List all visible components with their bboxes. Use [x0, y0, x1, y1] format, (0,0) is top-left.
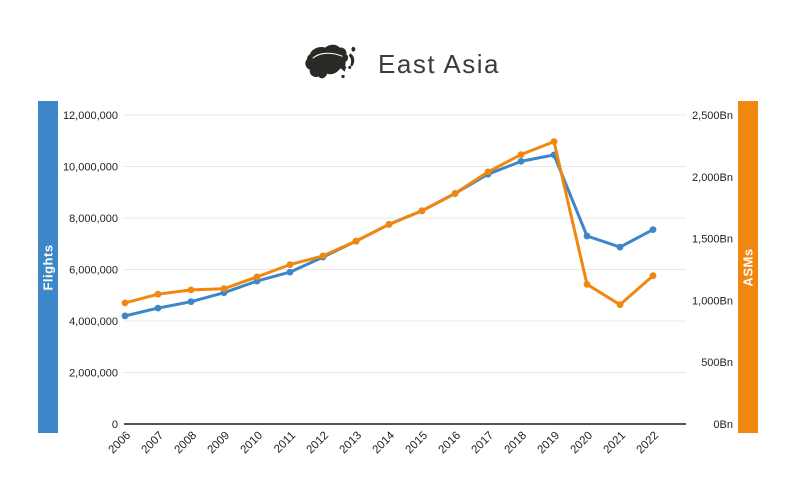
- data-point-flights-2006[interactable]: [121, 312, 129, 320]
- chart-header: East Asia: [0, 34, 800, 94]
- x-axis-year-label: 2016: [437, 430, 464, 457]
- x-axis-year-label: 2012: [305, 430, 332, 457]
- east-asia-map-icon: [305, 44, 356, 79]
- left-axis-tick: 2,000,000: [69, 368, 118, 380]
- data-point-asms-2009[interactable]: [220, 285, 228, 293]
- data-point-asms-2019[interactable]: [550, 138, 558, 146]
- left-axis-tick: 8,000,000: [69, 213, 118, 225]
- x-axis-year-label: 2020: [569, 430, 596, 457]
- left-axis-tick: 10,000,000: [63, 162, 118, 174]
- data-point-asms-2017[interactable]: [484, 168, 492, 176]
- x-axis-year-label: 2015: [404, 430, 431, 457]
- right-axis-tick: 0Bn: [713, 419, 733, 431]
- x-axis-year-label: 2014: [371, 429, 398, 456]
- data-point-asms-2007[interactable]: [154, 290, 162, 298]
- left-axis-tick: 0: [112, 419, 118, 431]
- data-point-asms-2012[interactable]: [319, 252, 327, 260]
- x-axis-year-label: 2022: [635, 430, 662, 457]
- x-axis-year-label: 2019: [536, 430, 563, 457]
- x-axis-year-label: 2011: [272, 430, 298, 456]
- x-axis-year-label: 2021: [602, 430, 629, 457]
- data-point-flights-2018[interactable]: [517, 158, 525, 165]
- data-point-asms-2008[interactable]: [187, 286, 195, 294]
- data-point-asms-2014[interactable]: [385, 221, 393, 228]
- x-axis-year-label: 2013: [338, 430, 365, 457]
- x-axis-year-label: 2010: [239, 430, 266, 457]
- data-point-asms-2016[interactable]: [451, 190, 459, 197]
- x-axis-year-label: 2007: [140, 430, 167, 457]
- data-point-asms-2022[interactable]: [649, 272, 657, 280]
- right-axis-tick: 2,000Bn: [692, 172, 733, 184]
- left-axis-tick: 12,000,000: [63, 110, 118, 122]
- data-point-flights-2008[interactable]: [187, 298, 195, 306]
- page-title: East Asia: [378, 48, 500, 79]
- right-axis-tick: 1,000Bn: [692, 295, 733, 307]
- data-point-asms-2013[interactable]: [352, 237, 360, 245]
- series-line-flights: [123, 153, 655, 318]
- x-axis-year-label: 2017: [470, 430, 497, 457]
- x-axis-year-label: 2006: [107, 430, 134, 457]
- left-axis-bar: Flights: [38, 101, 58, 433]
- data-point-asms-2021[interactable]: [616, 301, 624, 309]
- x-axis-year-label: 2009: [206, 430, 233, 457]
- x-axis-year-label: 2018: [503, 430, 530, 457]
- right-axis-tick: 2,500Bn: [692, 110, 733, 122]
- data-point-asms-2006[interactable]: [121, 299, 129, 307]
- data-point-asms-2015[interactable]: [418, 207, 426, 215]
- x-axis-year-label: 2008: [173, 430, 200, 457]
- data-point-flights-2011[interactable]: [286, 268, 294, 276]
- left-axis-tick: 6,000,000: [69, 265, 118, 277]
- data-point-asms-2020[interactable]: [583, 280, 591, 288]
- data-point-flights-2020[interactable]: [583, 232, 591, 240]
- data-point-asms-2011[interactable]: [286, 261, 294, 268]
- left-axis-tick: 4,000,000: [69, 316, 118, 328]
- data-point-asms-2010[interactable]: [253, 273, 261, 281]
- data-point-asms-2018[interactable]: [517, 151, 525, 159]
- data-point-flights-2022[interactable]: [649, 226, 657, 234]
- data-point-flights-2007[interactable]: [154, 304, 162, 312]
- right-axis-tick: 500Bn: [701, 357, 733, 369]
- data-point-flights-2021[interactable]: [616, 243, 624, 251]
- right-axis-tick: 1,500Bn: [692, 234, 733, 246]
- right-axis-bar: ASMs: [738, 101, 758, 433]
